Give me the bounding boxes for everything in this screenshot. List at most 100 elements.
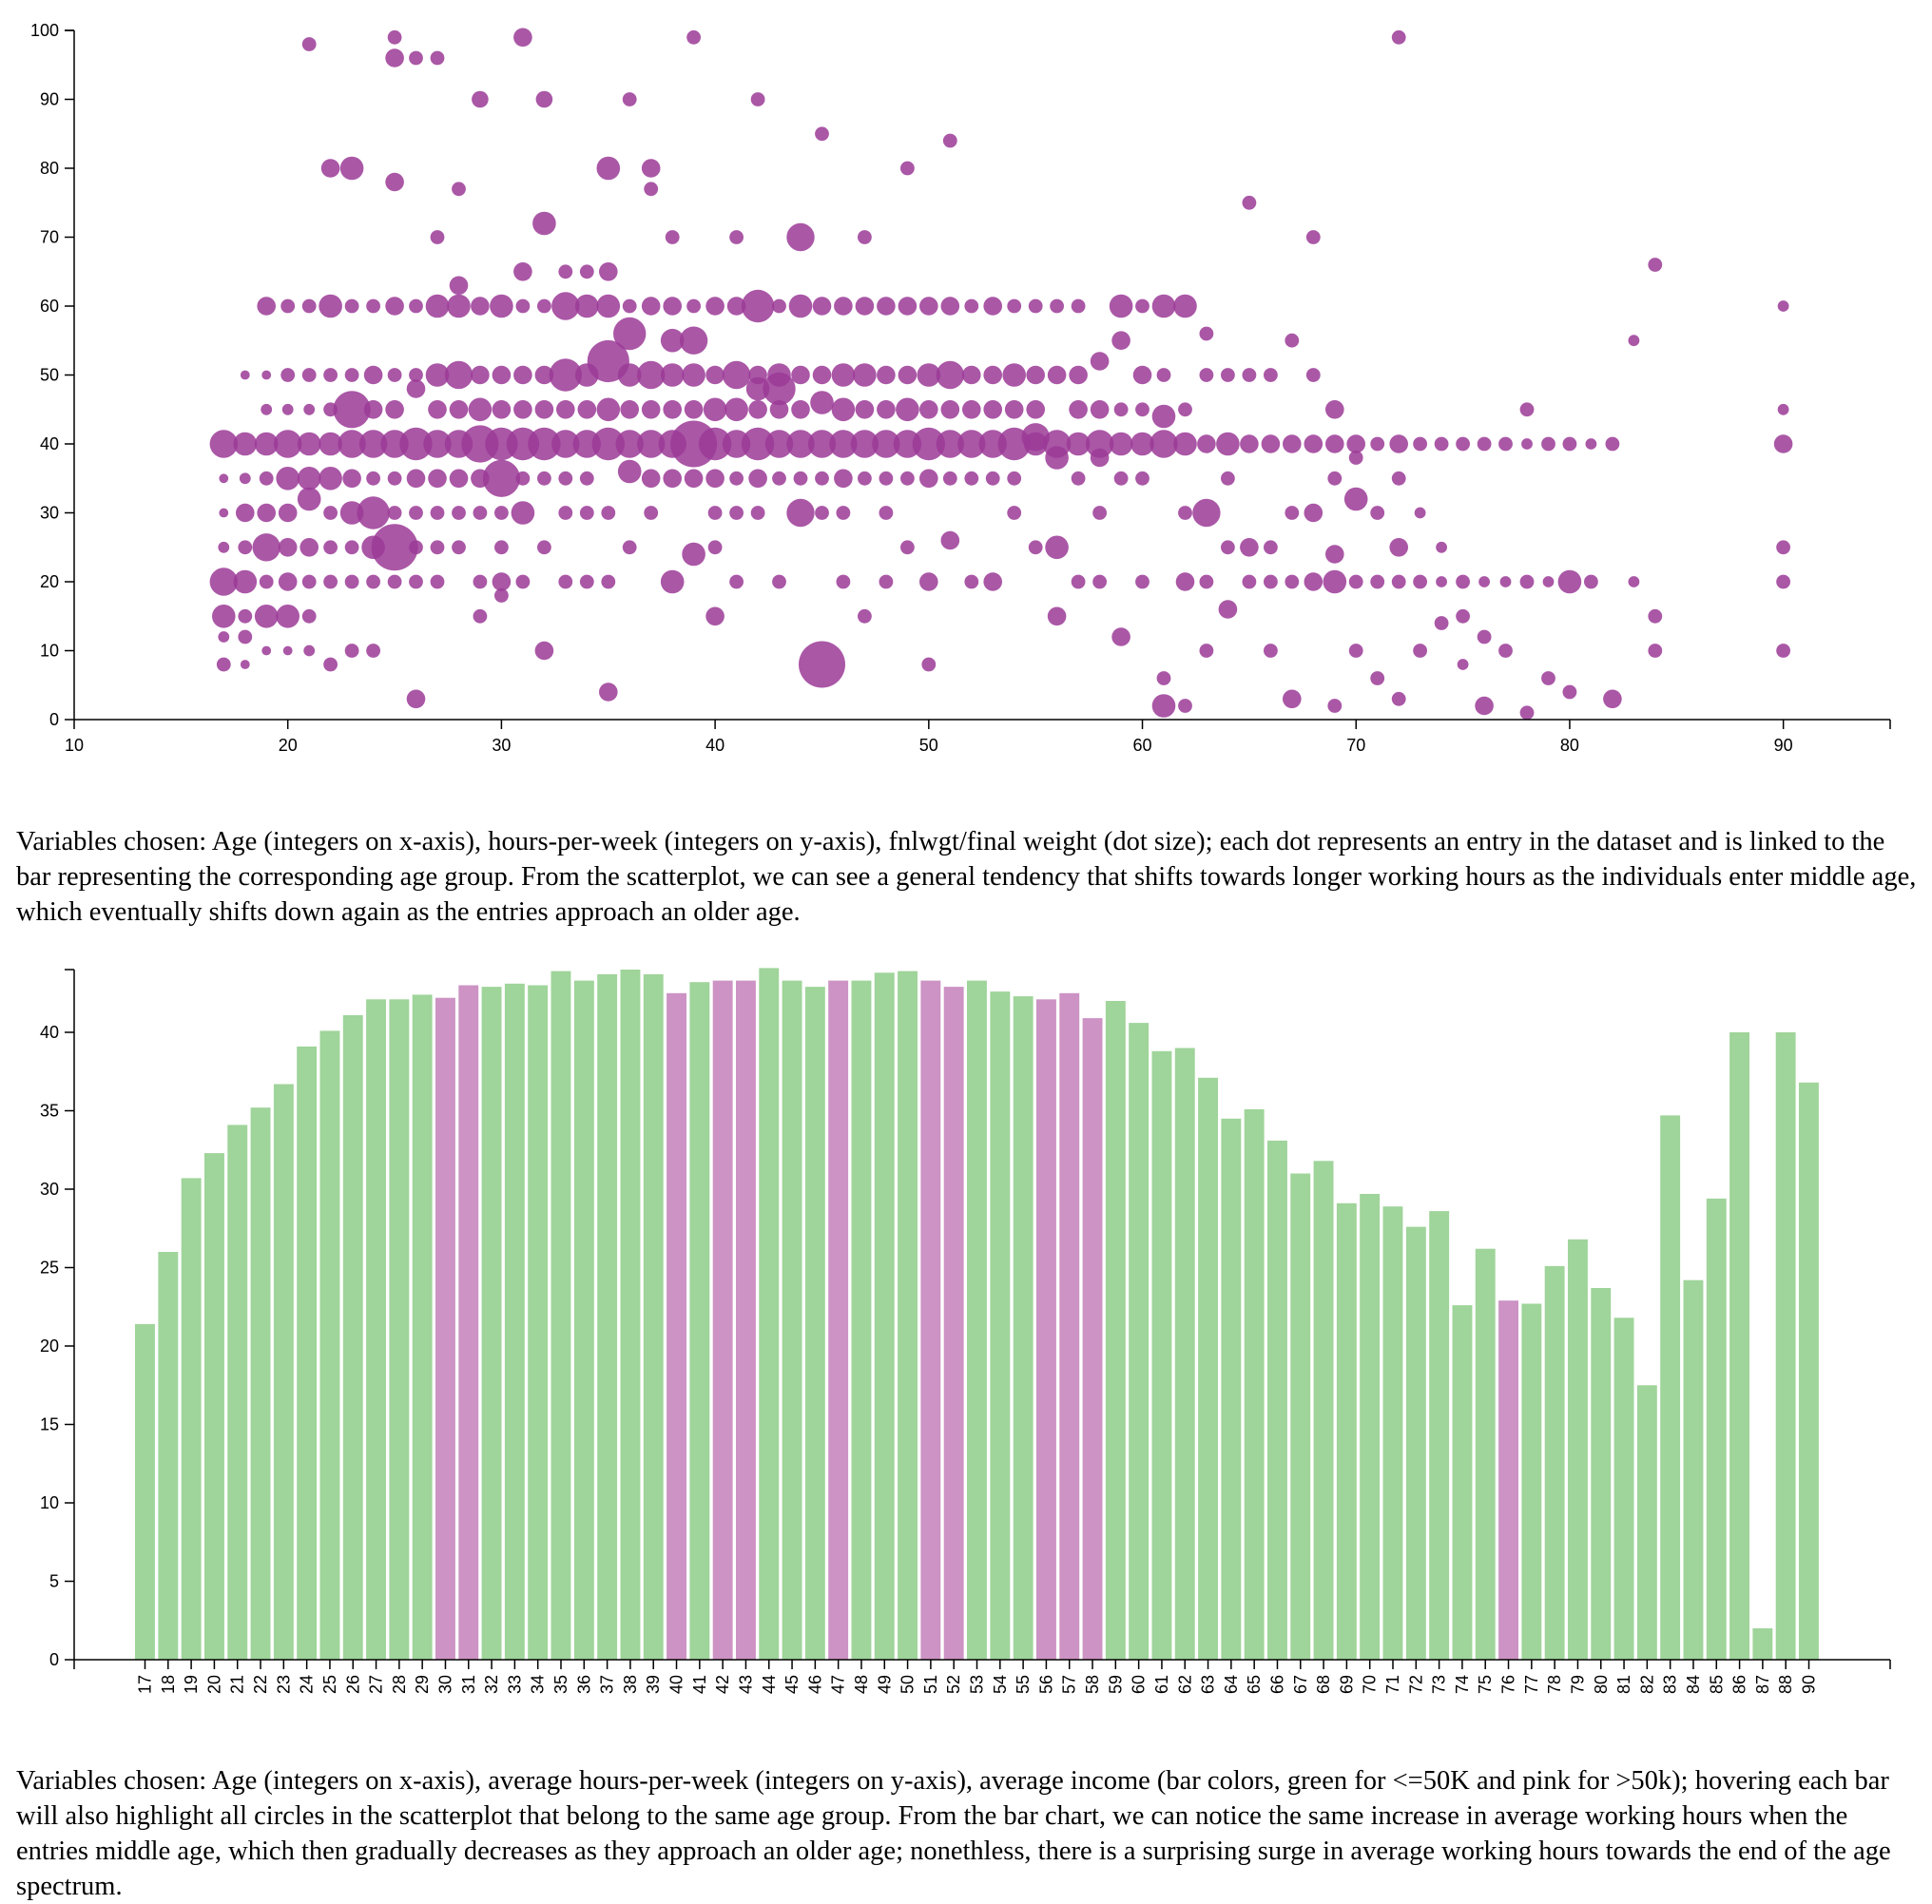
bar-age-61[interactable]: [1151, 1050, 1172, 1660]
bar-age-36[interactable]: [573, 980, 594, 1660]
scatter-point[interactable]: [591, 427, 625, 461]
scatter-point[interactable]: [858, 608, 872, 624]
scatter-point[interactable]: [1456, 574, 1470, 589]
bar-age-67[interactable]: [1290, 1173, 1311, 1661]
scatter-point[interactable]: [259, 471, 274, 486]
scatter-point[interactable]: [1135, 402, 1150, 417]
scatter-point[interactable]: [1436, 541, 1447, 553]
scatter-point[interactable]: [339, 501, 364, 525]
scatter-point[interactable]: [1047, 365, 1067, 385]
scatter-point[interactable]: [1135, 574, 1150, 589]
scatter-point[interactable]: [556, 400, 575, 419]
scatter-point[interactable]: [1305, 368, 1321, 382]
scatter-point[interactable]: [748, 365, 767, 385]
scatter-point[interactable]: [940, 297, 960, 316]
scatter-point[interactable]: [1109, 294, 1133, 318]
bar-age-34[interactable]: [528, 985, 549, 1661]
bar-age-85[interactable]: [1706, 1198, 1727, 1660]
scatter-point[interactable]: [254, 605, 279, 628]
scatter-point[interactable]: [301, 368, 317, 382]
scatter-point[interactable]: [1004, 400, 1024, 419]
scatter-point[interactable]: [339, 156, 364, 181]
scatter-point[interactable]: [1773, 434, 1793, 453]
scatter-point[interactable]: [240, 370, 250, 380]
scatter-point[interactable]: [428, 469, 447, 489]
scatter-point[interactable]: [877, 400, 896, 419]
scatter-point[interactable]: [1218, 600, 1238, 619]
bar-age-52[interactable]: [943, 987, 964, 1660]
bar-age-82[interactable]: [1636, 1385, 1657, 1661]
bar-age-41[interactable]: [689, 982, 710, 1660]
scatter-point[interactable]: [387, 506, 402, 520]
scatter-point[interactable]: [764, 430, 794, 458]
scatter-point[interactable]: [831, 397, 856, 422]
bar-age-73[interactable]: [1429, 1211, 1450, 1660]
scatter-point[interactable]: [1562, 684, 1577, 700]
scatter-point[interactable]: [1348, 644, 1363, 658]
scatter-point[interactable]: [1776, 574, 1790, 589]
scatter-point[interactable]: [575, 294, 599, 318]
scatter-point[interactable]: [301, 574, 317, 589]
scatter-point[interactable]: [344, 298, 359, 314]
bar-age-57[interactable]: [1059, 992, 1080, 1661]
scatter-point[interactable]: [1557, 569, 1582, 594]
bar-age-26[interactable]: [342, 1014, 363, 1660]
scatter-point[interactable]: [686, 29, 701, 45]
scatter-point[interactable]: [471, 365, 490, 385]
scatter-point[interactable]: [219, 473, 229, 484]
scatter-point[interactable]: [772, 574, 786, 589]
scatter-point[interactable]: [1391, 471, 1406, 486]
bar-age-20[interactable]: [204, 1153, 224, 1660]
bar-age-53[interactable]: [967, 980, 987, 1660]
scatter-point[interactable]: [1007, 298, 1022, 314]
scatter-point[interactable]: [1498, 436, 1513, 452]
scatter-point[interactable]: [366, 574, 380, 589]
scatter-point[interactable]: [1111, 331, 1130, 351]
scatter-point[interactable]: [741, 427, 775, 461]
scatter-point[interactable]: [1264, 644, 1278, 658]
scatter-point[interactable]: [912, 427, 945, 461]
scatter-point[interactable]: [815, 506, 829, 520]
scatter-point[interactable]: [615, 430, 644, 458]
scatter-point[interactable]: [1028, 298, 1043, 314]
scatter-point[interactable]: [549, 358, 582, 392]
scatter-point[interactable]: [1283, 434, 1302, 453]
bar-age-37[interactable]: [597, 973, 618, 1660]
scatter-point[interactable]: [406, 379, 426, 398]
scatter-point[interactable]: [513, 365, 532, 385]
scatter-point[interactable]: [387, 29, 402, 45]
scatter-point[interactable]: [1221, 368, 1235, 382]
scatter-point[interactable]: [297, 487, 321, 511]
scatter-point[interactable]: [1221, 540, 1235, 555]
scatter-point[interactable]: [936, 360, 964, 390]
scatter-point[interactable]: [940, 400, 960, 419]
scatter-point[interactable]: [473, 506, 488, 520]
scatter-point[interactable]: [855, 297, 875, 316]
scatter-point[interactable]: [722, 360, 751, 390]
scatter-point[interactable]: [535, 90, 553, 108]
scatter-point[interactable]: [1150, 430, 1178, 458]
scatter-point[interactable]: [1113, 402, 1129, 417]
scatter-point[interactable]: [212, 605, 236, 628]
scatter-point[interactable]: [684, 469, 704, 489]
scatter-point[interactable]: [1327, 699, 1343, 713]
scatter-point[interactable]: [1156, 368, 1171, 382]
bar-age-51[interactable]: [920, 980, 941, 1660]
scatter-point[interactable]: [511, 501, 535, 525]
scatter-point[interactable]: [276, 605, 300, 628]
scatter-point[interactable]: [387, 471, 402, 486]
scatter-point[interactable]: [537, 540, 551, 555]
scatter-point[interactable]: [274, 430, 302, 458]
bar-age-77[interactable]: [1521, 1303, 1542, 1661]
scatter-point[interactable]: [430, 574, 445, 589]
bar-age-23[interactable]: [273, 1084, 294, 1661]
scatter-point[interactable]: [599, 683, 618, 702]
scatter-point[interactable]: [492, 400, 512, 419]
scatter-point[interactable]: [492, 572, 512, 591]
scatter-point[interactable]: [900, 161, 915, 176]
scatter-point[interactable]: [303, 403, 316, 415]
bar-age-83[interactable]: [1660, 1115, 1681, 1660]
scatter-point[interactable]: [750, 506, 765, 520]
scatter-point[interactable]: [1456, 436, 1470, 452]
scatter-point[interactable]: [1584, 574, 1598, 589]
